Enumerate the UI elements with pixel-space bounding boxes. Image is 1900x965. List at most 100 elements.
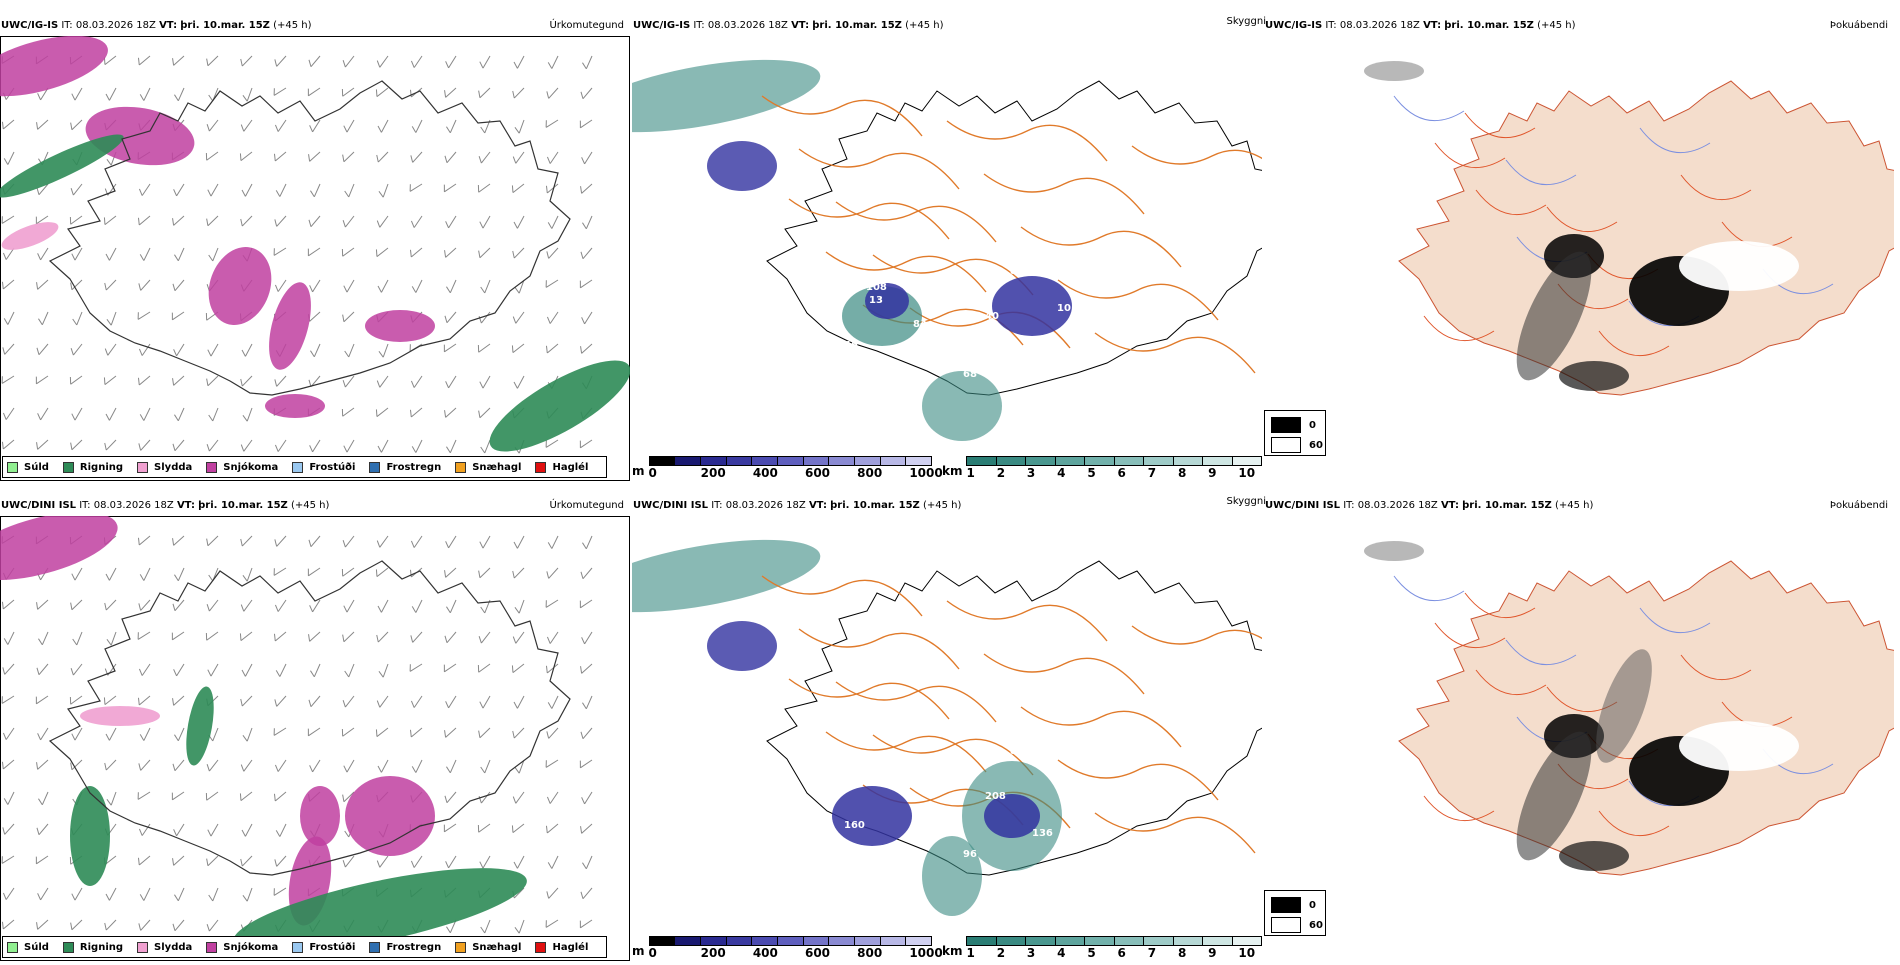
wind-barb	[514, 919, 525, 934]
wind-barb	[545, 823, 559, 834]
panel-title: Úrkomutegund	[549, 500, 624, 511]
road	[798, 628, 960, 670]
wind-barb	[36, 279, 49, 290]
wind-barb	[377, 279, 389, 293]
wind-barb	[446, 919, 457, 934]
map-frame	[0, 36, 630, 481]
colorbar-unit: m	[632, 464, 645, 478]
wind-barb	[377, 439, 389, 453]
fog-area	[1364, 61, 1424, 81]
colorbar-segment	[855, 457, 881, 465]
wind-barb	[376, 535, 389, 548]
iceland-outline	[48, 560, 571, 876]
rain-area	[70, 786, 110, 886]
wind-barb	[273, 887, 287, 896]
wind-barb	[375, 87, 389, 98]
iceland-outline	[766, 80, 1262, 396]
wind-barb	[1, 695, 15, 704]
wind-barb	[582, 55, 593, 70]
wind-barb	[1, 599, 15, 610]
wind-barb	[139, 567, 151, 581]
colorbar-tick: 1	[966, 946, 975, 960]
wind-barb	[274, 119, 287, 132]
colorbar-unit: km	[942, 464, 963, 478]
road	[1505, 639, 1577, 666]
visibility-map: 69 15 88 96 89 110 160 94 130 208 136 76	[632, 539, 1262, 916]
wind-barb	[308, 215, 321, 228]
wind-barb	[310, 663, 321, 678]
wind-barb	[309, 279, 321, 293]
colorbar-tick: 2	[996, 466, 1006, 480]
wind-barb	[174, 87, 185, 102]
wind-barb	[513, 375, 525, 389]
wind-barb	[410, 215, 423, 228]
wind-barb	[580, 823, 593, 834]
wind-barb	[341, 407, 355, 417]
wind-barb	[1, 759, 15, 770]
wind-barb	[444, 151, 457, 164]
wind-barb	[376, 55, 389, 68]
wind-barb	[274, 279, 287, 292]
colorbar-segment	[803, 937, 830, 945]
legend-swatch	[292, 461, 304, 473]
legend-swatch	[137, 461, 149, 473]
precip-type-panel-bottom: UWC/DINI ISL IT: 08.03.2026 18Z VT: þri.…	[0, 500, 630, 965]
wind-barb	[342, 375, 355, 388]
wind-barb	[174, 887, 185, 902]
cloudbase-label: 130	[938, 754, 959, 765]
wind-barb	[137, 855, 151, 866]
colorbar-tick: 400	[752, 946, 778, 960]
wind-barb	[275, 663, 287, 677]
wind-barb	[105, 887, 117, 901]
fog-map	[1364, 541, 1894, 876]
wind-barb	[580, 247, 593, 260]
wind-barb	[240, 535, 253, 547]
wind-barb	[343, 759, 355, 773]
cloudbase-label: 88	[916, 812, 930, 823]
wind-barb	[103, 215, 117, 226]
low-cloud-area	[707, 141, 777, 191]
wind-barb	[342, 791, 355, 803]
wind-barb	[172, 855, 185, 866]
road	[798, 148, 960, 190]
cloudbase-label: 76	[1079, 865, 1093, 876]
wind-barb	[478, 311, 491, 324]
wind-barb	[173, 343, 185, 357]
wind-barb	[205, 791, 219, 801]
cloudbase-label: 90	[822, 258, 836, 269]
colorbar-tick: 6	[1117, 946, 1126, 960]
wind-barb	[205, 151, 219, 161]
cloudbase-label: 108	[866, 282, 887, 293]
colorbar-tick: 5	[1087, 466, 1096, 480]
legend-label: Snjókoma	[223, 941, 279, 953]
wind-barb	[241, 343, 253, 357]
wind-barb	[343, 119, 355, 133]
wind-barb	[206, 855, 219, 867]
legend-swatch	[206, 941, 218, 953]
road	[1464, 592, 1536, 619]
colorbar-segment	[1144, 457, 1174, 465]
wind-barb	[138, 439, 151, 451]
legend-swatch	[369, 461, 381, 473]
wind-barb	[512, 311, 525, 324]
colorbar-tick: 1000	[909, 946, 943, 960]
wind-barb	[376, 695, 389, 708]
road	[946, 600, 1108, 642]
wind-barb	[307, 247, 321, 257]
cloudbase-label: 206	[1079, 385, 1100, 396]
wind-barb	[582, 695, 593, 710]
low-cloud-area	[707, 621, 777, 671]
wind-barb	[240, 855, 253, 867]
wind-barb	[547, 215, 559, 229]
road	[825, 731, 987, 773]
clear-area	[1679, 241, 1799, 291]
colorbar-segment	[726, 457, 753, 465]
wind-barb	[206, 119, 219, 132]
panel-title: Skyggni	[1226, 496, 1266, 507]
wind-barb	[171, 631, 185, 641]
wind-barb	[342, 695, 355, 708]
wind-barb	[104, 343, 117, 356]
cloudbase-label: 89	[1010, 746, 1024, 757]
snow-area	[0, 516, 118, 581]
wind-barb	[580, 183, 593, 194]
